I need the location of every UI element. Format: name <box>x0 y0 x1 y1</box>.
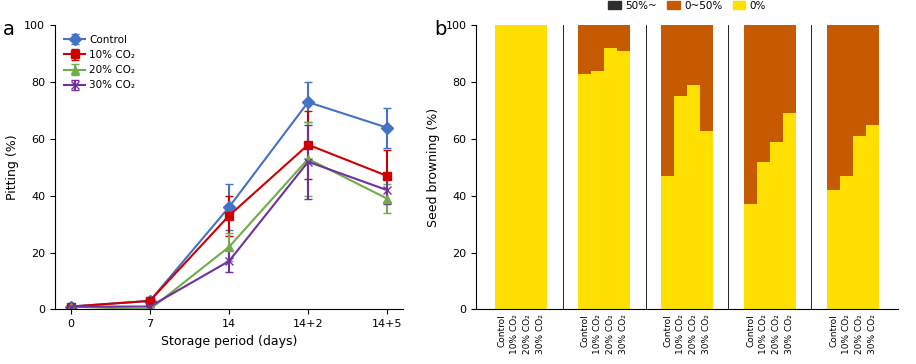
Bar <box>700 131 713 309</box>
Bar <box>687 25 700 85</box>
Bar <box>853 136 866 309</box>
Bar <box>827 25 840 190</box>
Bar <box>840 176 853 309</box>
Bar <box>770 25 783 142</box>
Bar <box>866 25 878 125</box>
Bar <box>866 125 878 309</box>
Bar <box>770 142 783 309</box>
Bar <box>579 25 591 74</box>
Bar <box>674 96 687 309</box>
Bar <box>604 48 616 309</box>
X-axis label: Storage period (days): Storage period (days) <box>161 335 297 348</box>
Bar <box>661 176 674 309</box>
Bar <box>745 25 758 204</box>
Bar <box>674 25 687 96</box>
Bar <box>521 25 534 309</box>
Bar <box>604 25 616 48</box>
Bar <box>534 25 547 309</box>
Bar <box>508 25 521 309</box>
Y-axis label: Seed browning (%): Seed browning (%) <box>427 108 440 227</box>
Bar <box>758 25 770 162</box>
Bar <box>745 204 758 309</box>
Legend: Control, 10% CO₂, 20% CO₂, 30% CO₂: Control, 10% CO₂, 20% CO₂, 30% CO₂ <box>60 31 139 95</box>
Bar <box>579 74 591 309</box>
Bar <box>700 25 713 131</box>
Text: a: a <box>3 20 15 39</box>
Bar <box>687 85 700 309</box>
Bar <box>591 71 604 309</box>
Bar <box>840 25 853 176</box>
Bar <box>496 25 508 309</box>
Bar <box>783 25 795 114</box>
Bar <box>616 25 629 51</box>
Text: b: b <box>434 20 447 39</box>
Bar <box>591 25 604 71</box>
Legend: 50%~, 0~50%, 0%: 50%~, 0~50%, 0% <box>605 0 769 15</box>
Bar <box>616 51 629 309</box>
Bar <box>661 25 674 176</box>
Bar <box>827 190 840 309</box>
Bar <box>758 162 770 309</box>
Y-axis label: Pitting (%): Pitting (%) <box>5 135 18 200</box>
Bar <box>783 114 795 309</box>
Bar <box>853 25 866 136</box>
